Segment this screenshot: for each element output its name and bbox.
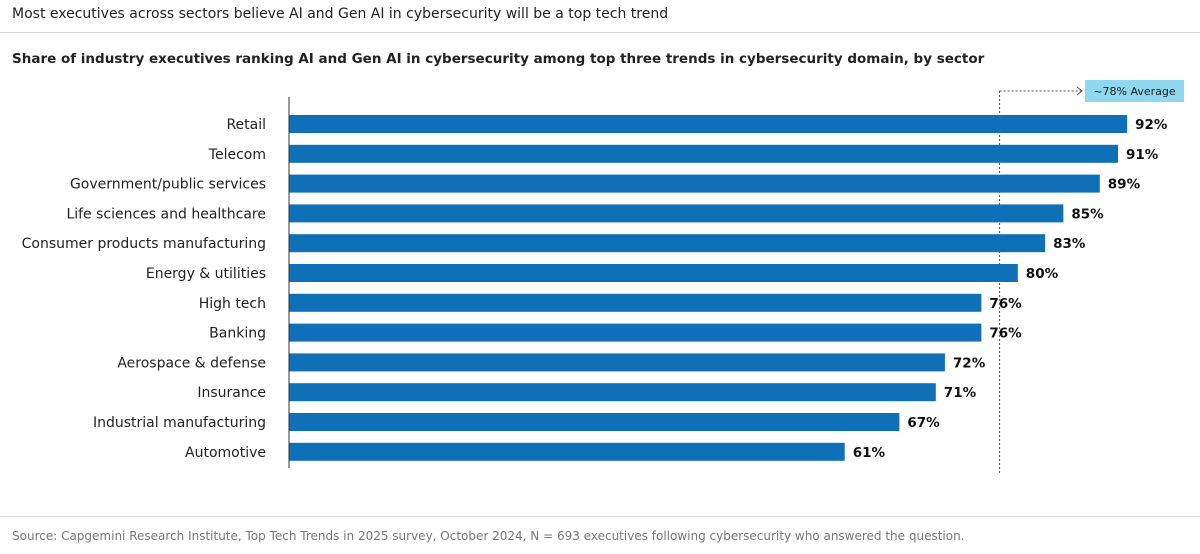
bars-group: Retail 92% Telecom 91% Government/public ser… <box>22 115 1168 461</box>
value-label: 76% <box>989 326 1022 342</box>
bar <box>289 383 936 402</box>
bar <box>289 204 1064 223</box>
bar <box>289 144 1119 163</box>
value-label: 92% <box>1135 117 1168 133</box>
value-label: 71% <box>944 385 977 401</box>
category-label: Banking <box>209 326 266 342</box>
value-label: 61% <box>853 445 886 461</box>
category-label: Consumer products manufacturing <box>22 236 266 252</box>
category-label: Retail <box>226 117 266 133</box>
value-label: 80% <box>1026 266 1059 282</box>
value-label: 85% <box>1071 206 1104 222</box>
bar <box>289 264 1018 282</box>
category-label: Government/public services <box>70 177 266 193</box>
bar <box>289 115 1128 133</box>
value-label: 83% <box>1053 236 1086 252</box>
category-label: Automotive <box>185 445 266 461</box>
average-arrow-icon <box>1076 86 1083 96</box>
bar <box>289 353 945 372</box>
average-annotation: ~78% Average <box>999 80 1184 475</box>
bottom-divider <box>0 516 1200 517</box>
value-label: 76% <box>989 296 1022 312</box>
average-label: ~78% Average <box>1093 85 1176 98</box>
headline: Most executives across sectors believe A… <box>12 6 669 22</box>
category-label: Energy & utilities <box>146 266 266 282</box>
category-label: Telecom <box>208 147 266 163</box>
top-divider <box>0 32 1200 33</box>
value-label: 72% <box>953 355 986 371</box>
category-label: Life sciences and healthcare <box>66 206 266 222</box>
chart-title: Share of industry executives ranking AI … <box>12 51 985 67</box>
source-note: Source: Capgemini Research Institute, To… <box>12 529 965 543</box>
value-label: 89% <box>1108 177 1141 193</box>
bar <box>289 293 982 312</box>
average-badge <box>1085 80 1184 102</box>
bar <box>289 442 845 461</box>
bar-chart: ~78% Average Retail 92% Telecom 91% Governme… <box>22 80 1184 475</box>
category-label: Industrial manufacturing <box>93 415 266 431</box>
value-label: 91% <box>1126 147 1159 163</box>
category-label: Aerospace & defense <box>117 355 266 371</box>
bar <box>289 323 982 342</box>
category-label: High tech <box>199 296 266 312</box>
category-label: Insurance <box>197 385 266 401</box>
bar <box>289 413 900 431</box>
bar <box>289 174 1100 193</box>
value-label: 67% <box>907 415 940 431</box>
bar <box>289 234 1046 253</box>
